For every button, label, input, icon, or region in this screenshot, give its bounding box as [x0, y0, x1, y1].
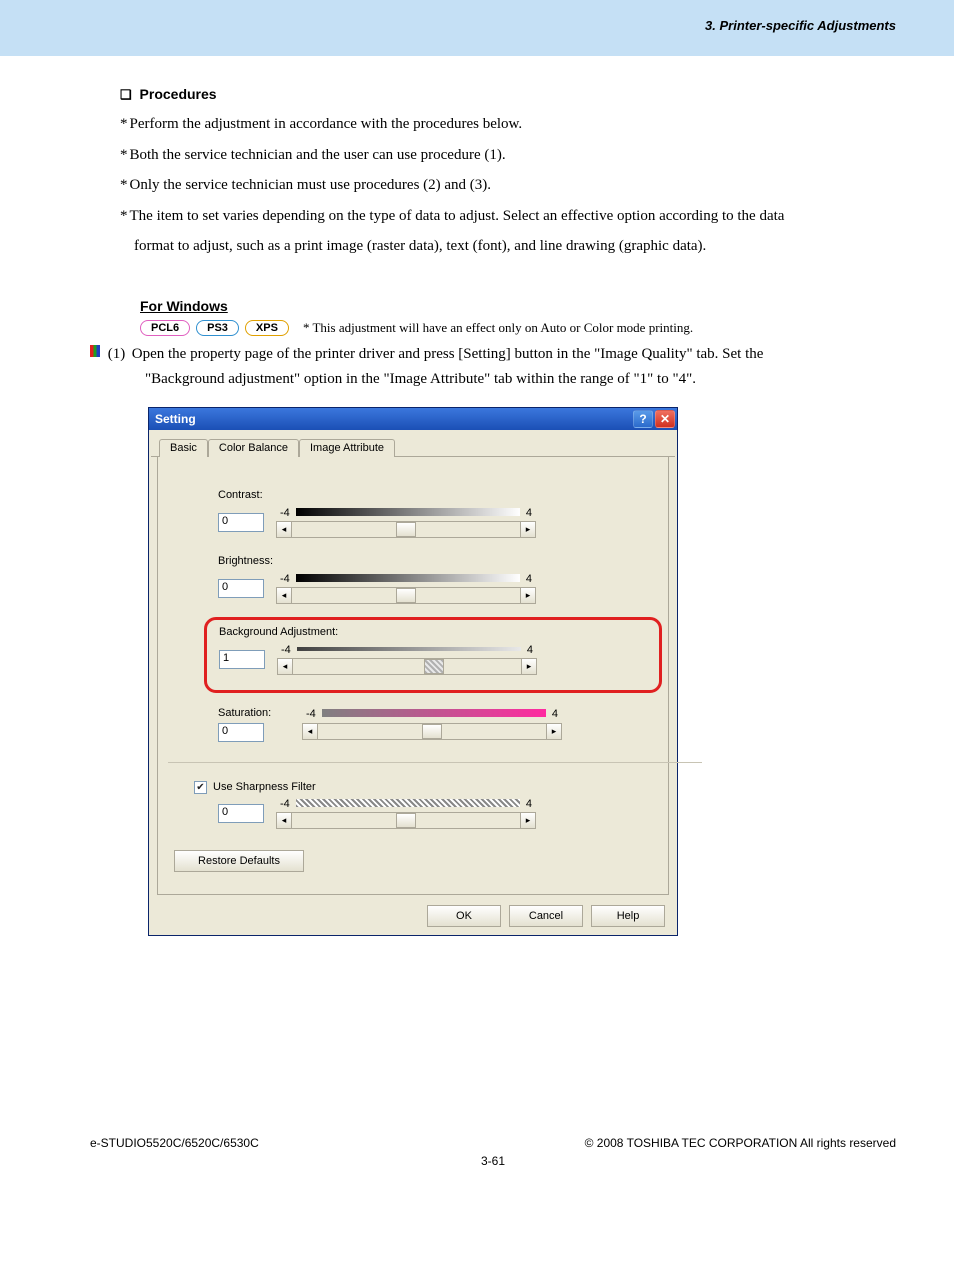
gradient-bar	[296, 799, 520, 807]
procedure-item: *Both the service technician and the use…	[120, 144, 896, 167]
image-attribute-panel: Contrast: 0 -44 ◂ ▸ Brightness: 0	[157, 457, 669, 895]
slider-left-button[interactable]: ◂	[277, 658, 293, 675]
asterisk-icon: *	[120, 208, 128, 224]
asterisk-icon: *	[120, 116, 128, 132]
saturation-input[interactable]: 0	[218, 723, 264, 742]
slider-thumb[interactable]	[396, 522, 416, 537]
gradient-bar	[297, 647, 521, 651]
dialog-titlebar[interactable]: Setting ? ✕	[149, 408, 677, 430]
footer-page-number: 3-61	[90, 1154, 896, 1168]
asterisk-icon: *	[120, 177, 128, 193]
color-marker-icon	[90, 345, 100, 357]
brightness-slider: -44 ◂ ▸	[276, 573, 536, 605]
saturation-slider: -44 ◂ ▸	[302, 708, 562, 740]
bgadjust-input[interactable]: 1	[219, 650, 265, 669]
procedure-item: *Perform the adjustment in accordance wi…	[120, 113, 896, 136]
step-number: (1)	[108, 342, 132, 368]
procedures-heading: ❏ Procedures	[120, 86, 896, 103]
gradient-bar	[296, 508, 520, 516]
tab-color-balance[interactable]: Color Balance	[208, 439, 299, 457]
tab-basic[interactable]: Basic	[159, 439, 208, 457]
slider-thumb[interactable]	[396, 588, 416, 603]
slider-right-button[interactable]: ▸	[520, 521, 536, 538]
dialog-button-row: OK Cancel Help	[151, 895, 675, 927]
sharpness-checkbox[interactable]: ✔	[194, 781, 207, 794]
background-adjustment-highlight: Background Adjustment: 1 -44 ◂ ▸	[204, 617, 662, 693]
slider-right-button[interactable]: ▸	[520, 587, 536, 604]
slider-right-button[interactable]: ▸	[546, 723, 562, 740]
sharpness-slider: -44 ◂ ▸	[276, 798, 536, 830]
tag-ps3: PS3	[196, 320, 239, 336]
slider-left-button[interactable]: ◂	[302, 723, 318, 740]
checkbox-icon: ❏	[120, 87, 132, 102]
step-text-line2: "Background adjustment" option in the "I…	[145, 367, 896, 393]
footer-model: e-STUDIO5520C/6520C/6530C	[90, 1136, 259, 1150]
brightness-input[interactable]: 0	[218, 579, 264, 598]
tag-pcl6: PCL6	[140, 320, 190, 336]
gradient-bar	[296, 574, 520, 582]
sharpness-label: Use Sharpness Filter	[213, 781, 316, 793]
dialog-tabs: Basic Color Balance Image Attribute	[151, 432, 675, 457]
step-1: (1)Open the property page of the printer…	[120, 342, 896, 393]
sharpness-input[interactable]: 0	[218, 804, 264, 823]
slider-left-button[interactable]: ◂	[276, 812, 292, 829]
dialog-title: Setting	[155, 412, 196, 426]
slider-thumb[interactable]	[422, 724, 442, 739]
help-button[interactable]: Help	[591, 905, 665, 927]
for-windows-heading: For Windows	[140, 298, 896, 314]
restore-defaults-button[interactable]: Restore Defaults	[174, 850, 304, 872]
chapter-title: 3. Printer-specific Adjustments	[705, 18, 896, 33]
slider-track[interactable]	[293, 658, 521, 675]
slider-track[interactable]	[292, 587, 520, 604]
procedure-item: *The item to set varies depending on the…	[120, 205, 896, 228]
mode-note: * This adjustment will have an effect on…	[303, 320, 693, 336]
bgadjust-slider: -44 ◂ ▸	[277, 644, 537, 676]
titlebar-close-button[interactable]: ✕	[655, 410, 675, 428]
asterisk-icon: *	[120, 147, 128, 163]
contrast-slider: -44 ◂ ▸	[276, 507, 536, 539]
slider-left-button[interactable]: ◂	[276, 521, 292, 538]
slider-right-button[interactable]: ▸	[521, 658, 537, 675]
brightness-label: Brightness:	[218, 555, 652, 567]
footer-copyright: © 2008 TOSHIBA TEC CORPORATION All right…	[585, 1136, 896, 1150]
bgadjust-label: Background Adjustment:	[219, 626, 647, 638]
contrast-label: Contrast:	[218, 489, 652, 501]
tag-xps: XPS	[245, 320, 289, 336]
slider-track[interactable]	[318, 723, 546, 740]
slider-left-button[interactable]: ◂	[276, 587, 292, 604]
procedures-title: Procedures	[140, 86, 217, 102]
step-text-line1: Open the property page of the printer dr…	[132, 346, 764, 362]
cancel-button[interactable]: Cancel	[509, 905, 583, 927]
slider-thumb[interactable]	[396, 813, 416, 828]
tab-image-attribute[interactable]: Image Attribute	[299, 439, 395, 457]
slider-track[interactable]	[292, 812, 520, 829]
separator	[168, 762, 702, 763]
saturation-label: Saturation:	[218, 707, 290, 719]
setting-dialog: Setting ? ✕ Basic Color Balance Image At…	[148, 407, 678, 936]
slider-right-button[interactable]: ▸	[520, 812, 536, 829]
slider-thumb[interactable]	[424, 659, 444, 674]
procedure-item-cont: format to adjust, such as a print image …	[134, 235, 896, 258]
slider-track[interactable]	[292, 521, 520, 538]
procedure-item: *Only the service technician must use pr…	[120, 174, 896, 197]
titlebar-help-button[interactable]: ?	[633, 410, 653, 428]
gradient-bar	[322, 709, 546, 717]
ok-button[interactable]: OK	[427, 905, 501, 927]
contrast-input[interactable]: 0	[218, 513, 264, 532]
page-content: ❏ Procedures *Perform the adjustment in …	[0, 56, 954, 936]
driver-tags-row: PCL6 PS3 XPS * This adjustment will have…	[140, 320, 896, 336]
page-footer: e-STUDIO5520C/6520C/6530C © 2008 TOSHIBA…	[0, 1136, 954, 1198]
page-header: 3. Printer-specific Adjustments	[0, 0, 954, 56]
